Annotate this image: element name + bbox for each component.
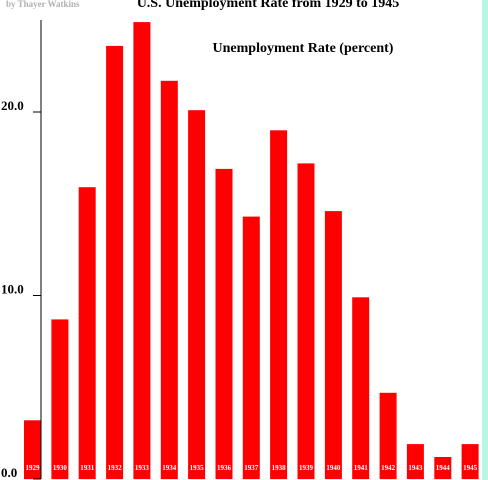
bar-label-1931: 1931 — [80, 464, 95, 472]
bar-1929 — [24, 420, 41, 479]
bar-label-1939: 1939 — [299, 464, 314, 472]
bar-1941 — [352, 297, 370, 479]
bar-label-1942: 1942 — [381, 464, 396, 472]
bar-label-1944: 1944 — [436, 464, 451, 472]
y-tick-label-0: 0.0 — [1, 465, 17, 480]
bar-label-1938: 1938 — [272, 464, 287, 472]
bar-1932 — [106, 45, 124, 480]
bar-label-1943: 1943 — [408, 464, 423, 472]
bar-label-1929: 1929 — [26, 464, 41, 472]
bar-label-1934: 1934 — [162, 464, 177, 472]
chart-credit: by Thayer Watkins — [6, 0, 80, 9]
bar-label-1932: 1932 — [108, 464, 123, 472]
bar-1937 — [242, 216, 260, 479]
bar-label-1935: 1935 — [190, 464, 205, 472]
right-border — [482, 0, 488, 480]
bar-1944 — [434, 457, 452, 479]
bar-1940 — [324, 211, 342, 479]
bar-1930 — [51, 319, 69, 479]
bar-label-1941: 1941 — [354, 464, 369, 472]
bar-label-1940: 1940 — [326, 464, 341, 472]
bar-1938 — [270, 130, 288, 480]
bar-label-1933: 1933 — [135, 464, 150, 472]
chart-title: U.S. Unemployment Rate from 1929 to 1945 — [137, 0, 400, 11]
bar-1939 — [297, 163, 315, 479]
bar-1935 — [188, 110, 206, 479]
bar-label-1945: 1945 — [463, 464, 478, 472]
y-tick-label-2: 20.0 — [1, 98, 24, 113]
bar-label-1937: 1937 — [244, 464, 259, 472]
bar-label-1930: 1930 — [53, 464, 68, 472]
bar-1931 — [78, 187, 96, 479]
bar-label-1936: 1936 — [217, 464, 232, 472]
bar-1945 — [461, 444, 479, 479]
bar-1943 — [406, 444, 424, 479]
bars-group: 1929 1930 1931 1932 1933 1934 1935 1936 1937 1938… — [24, 22, 479, 480]
chart-subtitle: Unemployment Rate (percent) — [213, 41, 394, 56]
bar-1933 — [133, 22, 151, 479]
bar-1936 — [215, 168, 233, 479]
bar-1942 — [379, 392, 397, 479]
bar-1934 — [160, 80, 178, 480]
y-tick-label-1: 10.0 — [1, 282, 24, 297]
y-axis-group: 0.0 10.0 20.0 — [1, 20, 42, 480]
